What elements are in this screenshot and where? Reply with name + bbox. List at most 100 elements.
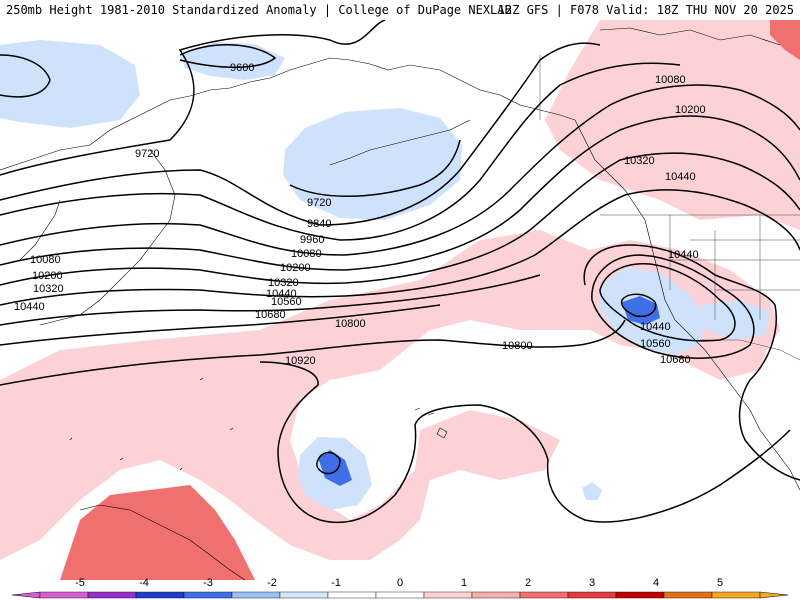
contour-10680 xyxy=(0,304,441,346)
colorbar-segment xyxy=(711,591,761,599)
contour-label: 10200 xyxy=(675,104,706,116)
contour-10080 xyxy=(0,84,800,256)
neg-anomaly-small-dot xyxy=(582,482,602,500)
contour-cal-10560 xyxy=(591,254,755,359)
contour-label: 10440 xyxy=(266,288,297,300)
colorbar-segment xyxy=(327,591,377,599)
contour-hawaii-inner xyxy=(316,451,341,475)
contour-label: 10440 xyxy=(665,171,696,183)
colorbar-segment xyxy=(423,591,473,599)
contour-label: 10320 xyxy=(624,155,655,167)
pos-anomaly-strong-corner xyxy=(770,20,800,60)
contour-label: 10800 xyxy=(335,318,366,330)
contour-label: 10800 xyxy=(502,340,533,352)
contour-label: 9960 xyxy=(300,234,324,246)
neg-anomaly-strong-california xyxy=(622,296,660,325)
neg-anomaly-strong-hawaii xyxy=(318,450,352,486)
contour-10800 xyxy=(0,319,626,386)
colorbar-segment xyxy=(375,591,425,599)
contour-10200 xyxy=(0,115,800,271)
contour-nw-low xyxy=(0,54,51,98)
contour-label: 10440 xyxy=(14,301,45,313)
contour-cal-outer xyxy=(583,244,800,481)
map-title: 250mb Height 1981-2010 Standardized Anom… xyxy=(6,3,512,17)
colorbar-segment xyxy=(135,591,185,599)
colorbar-tick-label: -3 xyxy=(203,577,213,589)
png-coast xyxy=(79,504,246,580)
colorbar-segment xyxy=(183,591,233,599)
alaska-coast xyxy=(387,64,576,121)
colorbar-segment xyxy=(87,591,137,599)
colorbar-segment xyxy=(231,591,281,599)
japan-coast xyxy=(19,199,61,261)
contour-9720-main xyxy=(0,20,386,176)
contour-label: 10560 xyxy=(271,296,302,308)
colorbar-segment xyxy=(39,591,89,599)
colorbar-tick-label: -5 xyxy=(75,577,85,589)
pos-anomaly-strong-southwest xyxy=(60,485,255,580)
alaska-peninsula xyxy=(329,119,471,166)
anomaly-map: 9600 9720 9720 9840 9960 10080 10080 100… xyxy=(0,20,800,580)
colorbar: -5 -4 -3 -2 -1 0 1 2 3 4 5 xyxy=(0,570,800,600)
contour-label: 9840 xyxy=(307,218,331,230)
contour-label: 10440 xyxy=(640,321,671,333)
colorbar-tick-label: -1 xyxy=(331,577,341,589)
contour-label: 10200 xyxy=(280,262,311,274)
contour-label: 10920 xyxy=(285,355,316,367)
map-canvas: 9600 9720 9720 9840 9960 10080 10080 100… xyxy=(0,20,800,580)
colorbar-end-high xyxy=(759,591,789,599)
colorbar-segment xyxy=(519,591,569,599)
contour-10440 xyxy=(0,189,800,306)
neg-anomaly-aleutian xyxy=(283,108,462,220)
contour-label: 10080 xyxy=(291,248,322,260)
colorbar-canvas: -5 -4 -3 -2 -1 0 1 2 3 4 5 xyxy=(11,577,789,599)
asia-coast xyxy=(0,57,389,171)
colorbar-tick-label: 2 xyxy=(525,577,531,589)
contour-label-group: 9600 9720 9720 9840 9960 10080 10080 100… xyxy=(14,62,706,367)
colorbar-tick-label: 0 xyxy=(397,577,403,589)
contour-label: 10440 xyxy=(668,249,699,261)
neg-anomaly-top-center xyxy=(180,42,285,80)
contour-label: 10680 xyxy=(660,354,691,366)
contour-10920 xyxy=(259,361,791,524)
colorbar-segment xyxy=(471,591,521,599)
colorbar-tick-label: 3 xyxy=(589,577,595,589)
colorbar-tick-label: -2 xyxy=(267,577,277,589)
colorbar-tick-label: 4 xyxy=(653,577,659,589)
contour-10320 xyxy=(0,152,800,286)
neg-anomaly-northwest xyxy=(0,40,140,128)
arctic-islands xyxy=(599,27,781,46)
contour-label: 10560 xyxy=(640,338,671,350)
run-valid-time: 12Z GFS | F078 Valid: 18Z THU NOV 20 202… xyxy=(497,3,794,17)
colorbar-tick-label: 5 xyxy=(717,577,723,589)
pacific-islands xyxy=(69,377,234,471)
colorbar-segment xyxy=(663,591,713,599)
hawaii-islands xyxy=(414,407,448,439)
contour-label: 9600 xyxy=(230,62,254,74)
colorbar-segment xyxy=(279,591,329,599)
contour-label: 10680 xyxy=(255,309,286,321)
contour-cal-inner xyxy=(620,293,657,318)
colorbar-tick-label: -4 xyxy=(139,577,149,589)
north-america-coast xyxy=(574,119,800,491)
contour-label: 10080 xyxy=(655,74,686,86)
contour-label: 10080 xyxy=(30,254,61,266)
contour-9840 xyxy=(0,42,601,226)
height-contours xyxy=(0,20,800,524)
contour-label: 9720 xyxy=(135,148,159,160)
colorbar-tick-label: 1 xyxy=(461,577,467,589)
coastlines xyxy=(0,27,800,580)
contour-cal-10440 xyxy=(599,263,736,342)
colorbar-segment xyxy=(615,591,665,599)
contour-label: 10320 xyxy=(33,283,64,295)
contour-10560 xyxy=(0,274,541,326)
contour-9720-aleutian xyxy=(289,139,461,197)
contour-9960 xyxy=(0,62,681,241)
contour-label: 10200 xyxy=(32,270,63,282)
contour-label: 10320 xyxy=(268,277,299,289)
kamchatka-coast xyxy=(39,149,176,326)
pos-anomaly-northeast xyxy=(545,20,800,230)
contour-9600 xyxy=(179,44,277,69)
map-header: 250mb Height 1981-2010 Standardized Anom… xyxy=(0,0,800,20)
contour-label: 9720 xyxy=(307,197,331,209)
